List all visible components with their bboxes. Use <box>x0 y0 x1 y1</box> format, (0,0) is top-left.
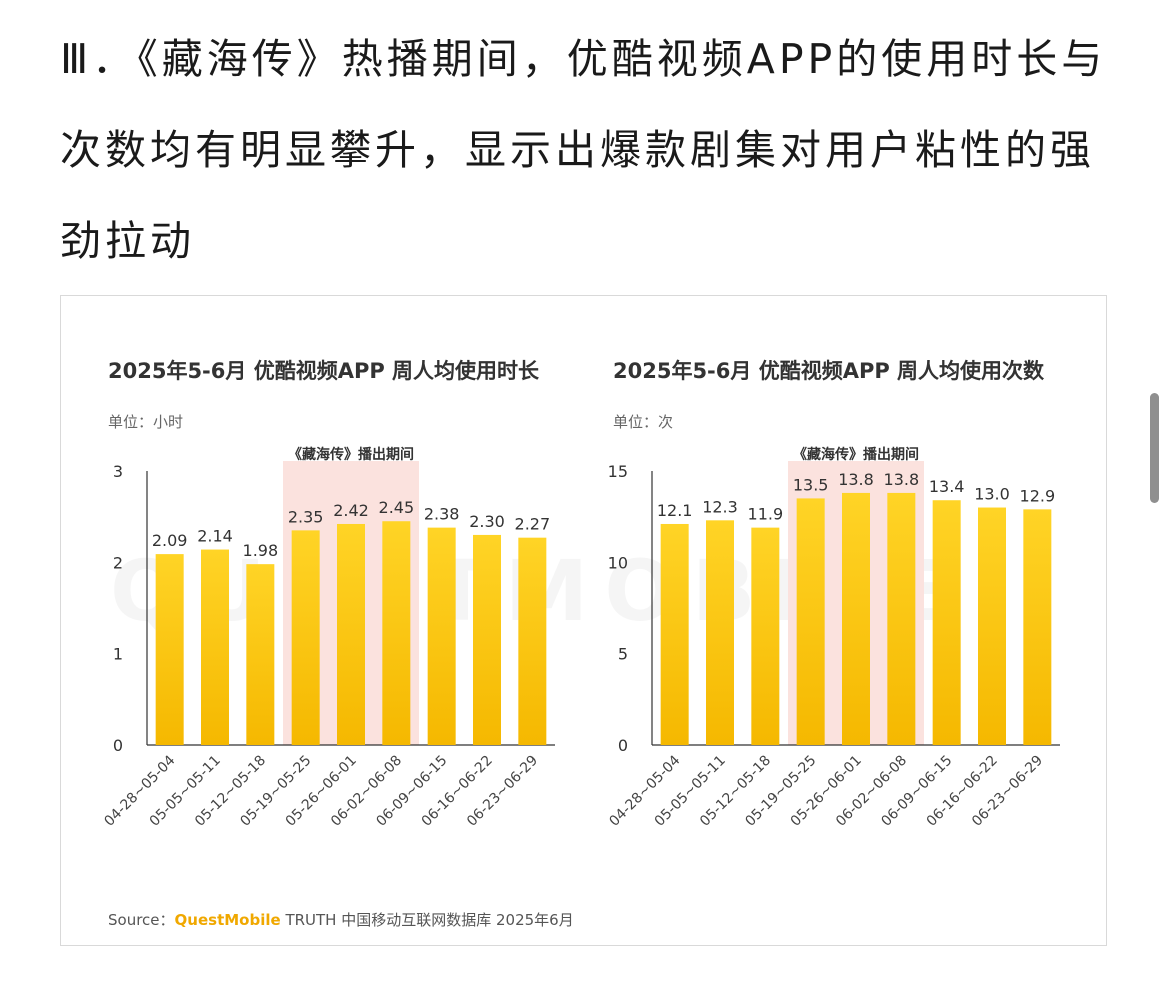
bar <box>155 554 184 745</box>
data-label: 12.9 <box>1020 486 1056 505</box>
y-tick-label: 5 <box>618 645 628 664</box>
data-label: 2.38 <box>424 505 460 524</box>
y-tick-label: 0 <box>618 736 628 755</box>
bar <box>796 498 825 745</box>
bar <box>427 527 456 745</box>
y-tick-label: 2 <box>113 553 123 572</box>
bar <box>473 534 501 745</box>
highlight-label: 《藏海传》播出期间 <box>793 446 919 463</box>
bar <box>518 537 547 745</box>
unit-label: 单位：次 <box>613 413 673 431</box>
bar <box>887 492 916 745</box>
y-tick-label: 10 <box>608 553 628 572</box>
bar <box>978 507 1006 745</box>
data-label: 2.42 <box>333 501 369 520</box>
data-label: 2.09 <box>152 531 188 550</box>
bar <box>201 549 229 745</box>
bar <box>842 492 870 745</box>
bar <box>932 500 961 745</box>
data-label: 2.30 <box>469 512 505 531</box>
bar <box>751 527 780 745</box>
y-tick-label: 3 <box>113 462 123 481</box>
data-label: 13.4 <box>929 477 965 496</box>
unit-label: 单位：小时 <box>108 413 183 431</box>
scrollbar-thumb[interactable] <box>1150 393 1159 503</box>
figure-card <box>60 295 1107 946</box>
data-label: 12.3 <box>702 497 738 516</box>
bar <box>291 530 320 745</box>
data-label: 12.1 <box>657 501 693 520</box>
bar <box>1023 509 1052 745</box>
source-rest: TRUTH 中国移动互联网数据库 2025年6月 <box>280 911 574 929</box>
data-label: 13.0 <box>974 485 1010 504</box>
data-label: 11.9 <box>748 505 784 524</box>
chart-title: 2025年5-6月 优酷视频APP 周人均使用次数 <box>613 359 1045 383</box>
y-tick-label: 15 <box>608 462 628 481</box>
data-label: 2.45 <box>379 498 415 517</box>
highlight-label: 《藏海传》播出期间 <box>288 446 414 463</box>
data-label: 1.98 <box>243 541 279 560</box>
source-note: Source：QuestMobile TRUTH 中国移动互联网数据库 2025… <box>108 909 574 930</box>
bar <box>382 521 411 745</box>
data-label: 2.14 <box>197 527 233 546</box>
bar <box>706 520 734 745</box>
bar <box>660 523 689 745</box>
chart-title: 2025年5-6月 优酷视频APP 周人均使用时长 <box>108 359 540 383</box>
data-label: 2.27 <box>515 515 551 534</box>
bar <box>246 564 275 745</box>
data-label: 13.5 <box>793 475 829 494</box>
source-prefix: Source： <box>108 911 175 929</box>
page-headline: Ⅲ．《藏海传》热播期间，优酷视频APP的使用时长与次数均有明显攀升，显示出爆款剧… <box>60 35 1107 265</box>
source-brand: QuestMobile <box>174 911 281 929</box>
y-tick-label: 1 <box>113 645 123 664</box>
data-label: 2.35 <box>288 507 324 526</box>
bar <box>337 523 365 745</box>
data-label: 13.8 <box>838 470 874 489</box>
y-tick-label: 0 <box>113 736 123 755</box>
data-label: 13.8 <box>884 470 920 489</box>
